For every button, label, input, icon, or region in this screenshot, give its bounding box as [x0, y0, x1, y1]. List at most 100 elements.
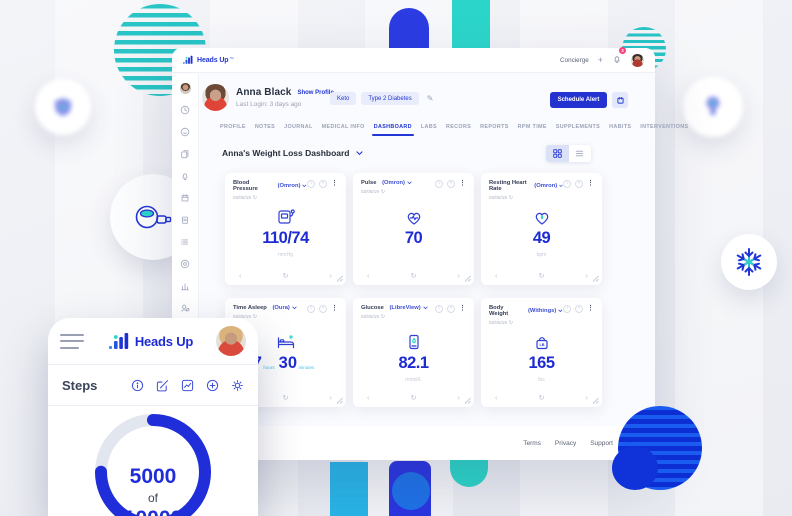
resize-handle-icon[interactable]	[336, 397, 343, 404]
target-icon[interactable]: +	[319, 305, 327, 313]
grid-view-button[interactable]	[546, 145, 569, 162]
mobile-user-avatar[interactable]	[216, 326, 246, 356]
terms-link[interactable]: Terms	[523, 439, 541, 447]
target-icon[interactable]: +	[575, 180, 583, 188]
info-icon[interactable]: i	[435, 180, 443, 188]
list-view-button[interactable]	[569, 145, 592, 162]
sidebar-documents-icon[interactable]	[180, 143, 190, 165]
next-icon[interactable]: ›	[457, 395, 460, 402]
gear-icon[interactable]	[231, 379, 244, 392]
sidebar-mood-icon[interactable]	[180, 121, 190, 143]
tab-labs[interactable]: LABS	[420, 124, 437, 130]
chevron-down-icon[interactable]	[407, 181, 412, 185]
tab-interventions[interactable]: INTERVENTIONS	[640, 124, 689, 130]
sidebar-analytics-icon[interactable]	[180, 275, 190, 297]
tag-keto[interactable]: Keto	[330, 92, 357, 105]
tab-rpm-time[interactable]: RPM TIME	[517, 124, 547, 130]
info-icon[interactable]	[131, 379, 144, 392]
privacy-link[interactable]: Privacy	[554, 439, 577, 447]
patient-avatar[interactable]	[202, 84, 229, 111]
prev-icon[interactable]: ‹	[367, 395, 370, 402]
refresh-icon[interactable]: ↻	[282, 395, 289, 402]
concierge-label[interactable]: Concierge	[560, 56, 589, 64]
kebab-menu-icon[interactable]: ⋮	[459, 305, 466, 312]
tab-journal[interactable]: JOURNAL	[284, 124, 313, 130]
target-icon[interactable]: +	[447, 180, 455, 188]
tab-recors[interactable]: RECORS	[445, 124, 472, 130]
user-avatar[interactable]	[631, 53, 644, 67]
next-icon[interactable]: ›	[457, 273, 460, 280]
chevron-down-icon[interactable]	[422, 306, 428, 310]
sync-icon[interactable]: ↻	[252, 194, 258, 201]
sync-icon[interactable]: ↻	[508, 319, 514, 326]
show-profile-link[interactable]: Show Profile	[297, 90, 334, 96]
kebab-menu-icon[interactable]: ⋮	[331, 180, 338, 187]
tab-medical-info[interactable]: MEDICAL INFO	[321, 124, 365, 130]
chevron-down-icon[interactable]	[558, 309, 563, 313]
sync-icon[interactable]: ↻	[508, 194, 514, 201]
tab-reports[interactable]: REPORTS	[480, 124, 509, 130]
dashboard-selector[interactable]: Anna's Weight Loss Dashboard	[222, 148, 363, 158]
resize-handle-icon[interactable]	[336, 275, 343, 282]
tab-profile[interactable]: PROFILE	[220, 124, 246, 130]
next-icon[interactable]: ›	[329, 395, 332, 402]
resize-handle-icon[interactable]	[592, 397, 599, 404]
chart-icon[interactable]	[181, 379, 194, 392]
refresh-icon[interactable]: ↻	[410, 273, 417, 280]
tab-habits[interactable]: HABITS	[609, 124, 632, 130]
kebab-menu-icon[interactable]: ⋮	[459, 180, 466, 187]
sidebar-history-icon[interactable]	[180, 99, 190, 121]
sidebar-user-settings-icon[interactable]	[180, 297, 190, 319]
target-icon[interactable]: +	[575, 305, 583, 313]
target-icon[interactable]: +	[447, 305, 455, 313]
chevron-down-icon[interactable]	[302, 184, 307, 188]
mobile-brand-logo[interactable]: Heads Up	[108, 332, 193, 350]
refresh-icon[interactable]: ↻	[538, 273, 545, 280]
sidebar-notifications-icon[interactable]	[180, 165, 190, 187]
sync-icon[interactable]: ↻	[380, 188, 386, 195]
edit-tags-icon[interactable]: ✎	[426, 94, 434, 103]
tab-supplements[interactable]: SUPPLEMENTS	[555, 124, 601, 130]
sidebar-target-icon[interactable]	[180, 253, 190, 275]
calendar-button[interactable]	[612, 92, 628, 108]
edit-icon[interactable]	[156, 379, 169, 392]
sidebar-avatar[interactable]	[179, 77, 191, 99]
info-icon[interactable]: i	[307, 180, 315, 188]
refresh-icon[interactable]: ↻	[282, 273, 289, 280]
schedule-alert-button[interactable]: Schedule Alert	[550, 92, 607, 108]
chevron-down-icon[interactable]	[292, 306, 297, 310]
target-icon[interactable]: +	[319, 180, 327, 188]
prev-icon[interactable]: ‹	[367, 273, 370, 280]
prev-icon[interactable]: ‹	[239, 273, 242, 280]
refresh-icon[interactable]: ↻	[538, 395, 545, 402]
brand-logo[interactable]: Heads Up ™	[183, 55, 234, 65]
next-icon[interactable]: ›	[585, 273, 588, 280]
resize-handle-icon[interactable]	[464, 275, 471, 282]
refresh-icon[interactable]: ↻	[410, 395, 417, 402]
next-icon[interactable]: ›	[329, 273, 332, 280]
sync-icon[interactable]: ↻	[252, 313, 258, 320]
prev-icon[interactable]: ‹	[495, 395, 498, 402]
tag-type2-diabetes[interactable]: Type 2 Diabetes	[361, 92, 419, 105]
chevron-down-icon[interactable]	[559, 184, 563, 188]
add-icon[interactable]	[206, 379, 219, 392]
info-icon[interactable]: i	[435, 305, 443, 313]
sidebar-calendar-icon[interactable]	[180, 187, 190, 209]
support-link[interactable]: Support	[590, 439, 613, 447]
add-icon[interactable]: +	[597, 54, 603, 65]
tab-dashboard[interactable]: DASHBOARD	[371, 124, 415, 136]
sidebar-list-icon[interactable]	[180, 231, 190, 253]
resize-handle-icon[interactable]	[592, 275, 599, 282]
kebab-menu-icon[interactable]: ⋮	[587, 305, 594, 312]
info-icon[interactable]: i	[307, 305, 315, 313]
sidebar-notes-icon[interactable]	[180, 209, 190, 231]
kebab-menu-icon[interactable]: ⋮	[587, 180, 594, 187]
hamburger-menu-icon[interactable]	[60, 333, 86, 349]
tab-notes[interactable]: NOTES	[254, 124, 276, 130]
resize-handle-icon[interactable]	[464, 397, 471, 404]
info-icon[interactable]: i	[563, 305, 571, 313]
kebab-menu-icon[interactable]: ⋮	[331, 305, 338, 312]
next-icon[interactable]: ›	[585, 395, 588, 402]
prev-icon[interactable]: ‹	[495, 273, 498, 280]
notifications-button[interactable]: 3	[612, 47, 626, 69]
